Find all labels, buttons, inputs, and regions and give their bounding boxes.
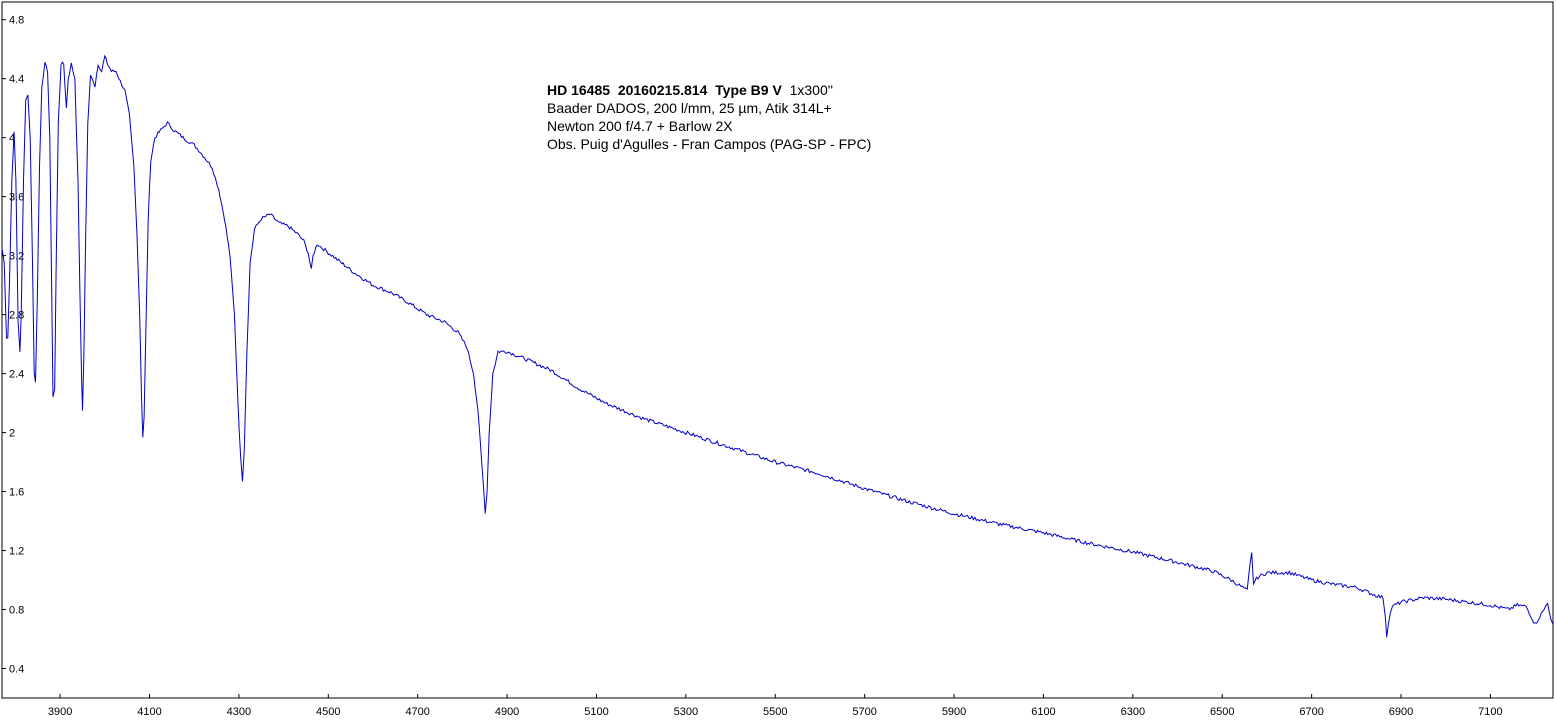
x-tick-label: 4900 bbox=[495, 706, 519, 718]
x-tick-label: 6900 bbox=[1389, 706, 1413, 718]
x-tick-label: 7100 bbox=[1478, 706, 1502, 718]
x-tick-label: 5100 bbox=[584, 706, 608, 718]
plot-frame bbox=[1, 1, 1554, 699]
x-tick-label: 6300 bbox=[1121, 706, 1145, 718]
x-tick-label: 4300 bbox=[227, 706, 251, 718]
x-tick-label: 5500 bbox=[763, 706, 787, 718]
object-name: HD 16485 bbox=[547, 82, 611, 98]
observer-line: Obs. Puig d'Agulles - Fran Campos (PAG-S… bbox=[547, 136, 872, 152]
y-tick-label: 4.8 bbox=[9, 15, 24, 27]
instrument-line: Baader DADOS, 200 l/mm, 25 µm, Atik 314L… bbox=[547, 100, 832, 116]
y-tick-label: 0.8 bbox=[9, 605, 24, 617]
chart-annotation: HD 16485 20160215.814 Type B9 V 1x300'' … bbox=[547, 81, 871, 153]
x-tick-label: 6500 bbox=[1210, 706, 1234, 718]
x-tick-label: 4100 bbox=[137, 706, 161, 718]
y-tick-label: 2.4 bbox=[9, 369, 24, 381]
x-tick-label: 6700 bbox=[1299, 706, 1323, 718]
x-tick-label: 5300 bbox=[674, 706, 698, 718]
y-tick-label: 4 bbox=[9, 133, 15, 145]
x-tick-label: 5900 bbox=[942, 706, 966, 718]
spectral-type: Type B9 V bbox=[715, 82, 782, 98]
y-tick-label: 2.8 bbox=[9, 310, 24, 322]
y-tick-label: 4.4 bbox=[9, 74, 24, 86]
exposure: 1x300'' bbox=[789, 82, 834, 98]
y-tick-label: 1.2 bbox=[9, 546, 24, 558]
spectrum-line bbox=[1, 54, 1554, 638]
y-tick-label: 1.6 bbox=[9, 487, 24, 499]
telescope-line: Newton 200 f/4.7 + Barlow 2X bbox=[547, 118, 733, 134]
annotation-title: HD 16485 20160215.814 Type B9 V 1x300'' bbox=[547, 81, 871, 99]
y-axis: 0.40.81.21.622.42.83.23.644.44.8 bbox=[2, 15, 24, 676]
y-tick-label: 0.4 bbox=[9, 664, 24, 676]
x-tick-label: 4500 bbox=[316, 706, 340, 718]
x-axis: 3900 4100 4300 4500 4700 4900 5100 5300 5500 5700… bbox=[48, 694, 1503, 718]
x-tick-label: 5700 bbox=[852, 706, 876, 718]
x-tick-label: 3900 bbox=[48, 706, 72, 718]
x-tick-label: 4700 bbox=[405, 706, 429, 718]
y-tick-label: 2 bbox=[9, 428, 15, 440]
observation-date: 20160215.814 bbox=[617, 82, 708, 98]
x-tick-label: 6100 bbox=[1031, 706, 1055, 718]
